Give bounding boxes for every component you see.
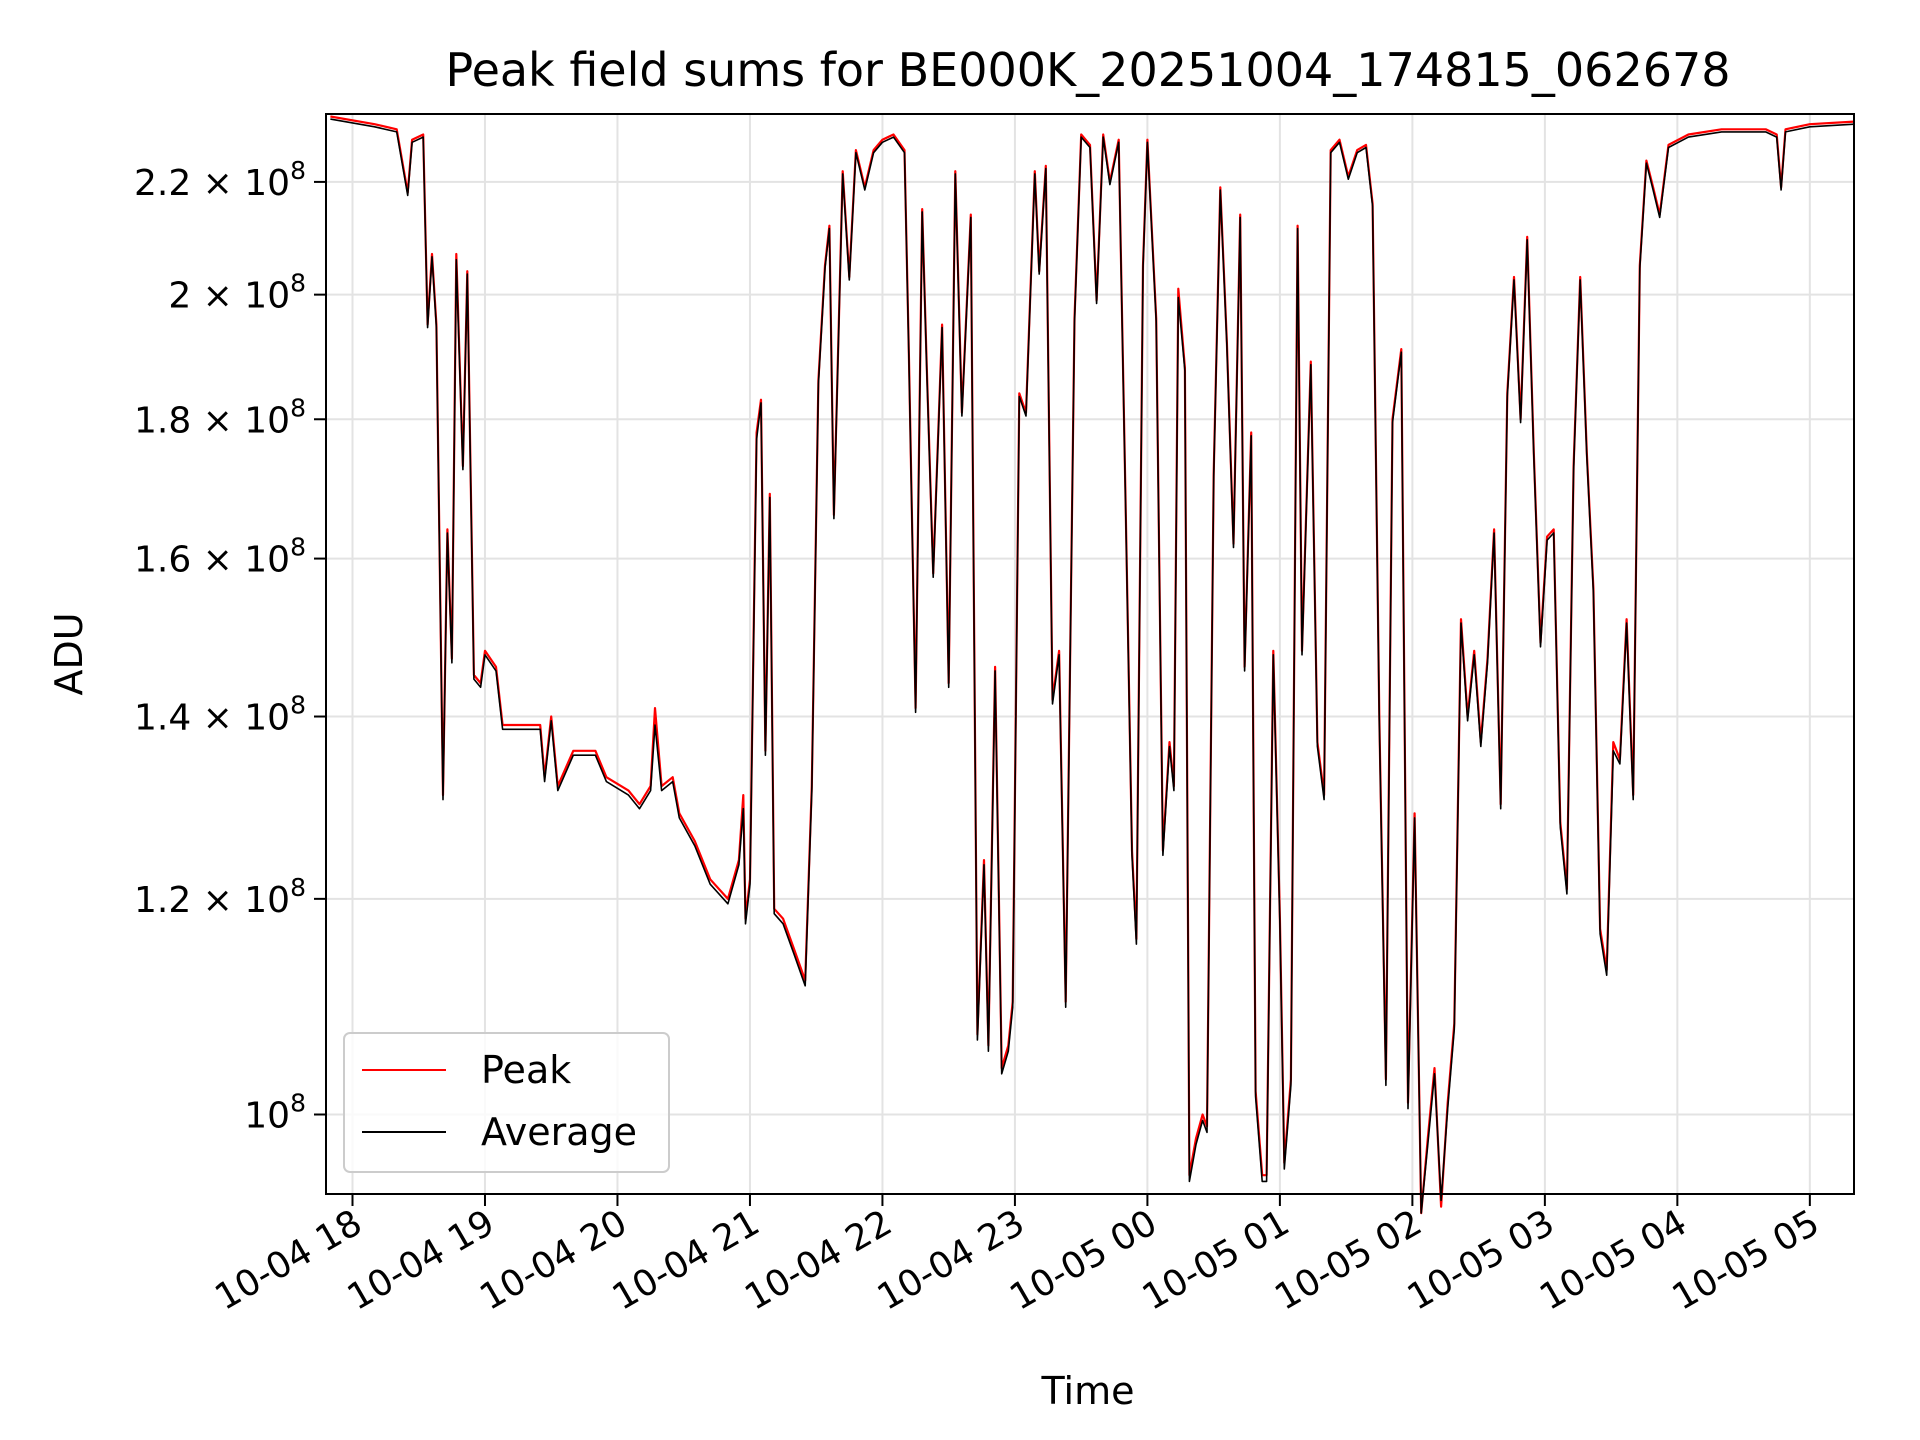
y-axis-label: ADU bbox=[47, 612, 91, 695]
series-line-average bbox=[330, 118, 1855, 1214]
legend-label-average: Average bbox=[481, 1110, 637, 1154]
x-axis-label: Time bbox=[1041, 1369, 1135, 1413]
y-tick-label: 1.6 × 108 bbox=[134, 533, 306, 581]
y-tick-label: 1.2 × 108 bbox=[134, 873, 306, 921]
y-tick-label: 2.2 × 108 bbox=[134, 156, 306, 204]
chart-title: Peak field sums for BE000K_20251004_1748… bbox=[445, 43, 1730, 97]
y-tick-label: 1.4 × 108 bbox=[134, 691, 306, 739]
y-tick-label: 108 bbox=[244, 1089, 306, 1137]
legend: Peak Average bbox=[343, 1032, 670, 1173]
y-tick-label: 2 × 108 bbox=[168, 269, 306, 317]
y-axis-ticks: 108 1.2 × 108 1.4 × 108 1.6 × 108 1.8 × 108 2… bbox=[134, 156, 326, 1137]
legend-label-peak: Peak bbox=[481, 1048, 571, 1092]
y-tick-label: 1.8 × 108 bbox=[134, 393, 306, 441]
series-lines bbox=[330, 115, 1855, 1215]
legend-box bbox=[343, 1032, 670, 1173]
grid-lines bbox=[326, 114, 1854, 1194]
plot-frame bbox=[325, 113, 1855, 1195]
